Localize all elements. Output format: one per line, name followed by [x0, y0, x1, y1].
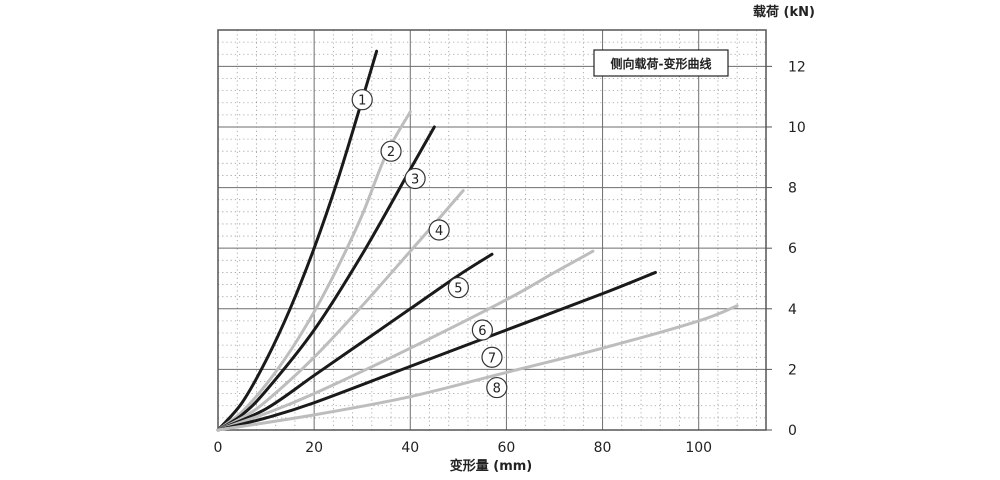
series-6-label-circle [471, 319, 493, 341]
x-axis-title: 变形量 (mm) [450, 458, 533, 474]
series-7-label-circle [481, 346, 503, 368]
y-tick-label: 0 [788, 423, 797, 439]
plot-frame [217, 29, 767, 431]
y-tick-label: 2 [788, 362, 797, 378]
y-axis-title: 载荷 (kN) [753, 4, 815, 20]
series-7-label: 7 [488, 351, 496, 366]
series-1-label-circle [351, 89, 373, 111]
chart-title: 侧向载荷-变形曲线 [611, 56, 712, 71]
series-7-line [216, 270, 657, 432]
x-tick-label: 80 [594, 440, 612, 456]
legend-frame [593, 49, 729, 77]
series-4-label: 4 [435, 224, 443, 239]
series-5-label-circle [447, 276, 469, 299]
x-tick-label: 100 [685, 440, 712, 456]
series-6-line [216, 249, 595, 432]
y-tick-label: 10 [788, 120, 806, 136]
curve-labels: 1 2 3 4 5 67 8 [351, 89, 508, 399]
series-5-line [216, 252, 494, 432]
series-2-line [216, 110, 412, 432]
series-5-label: 5 [454, 282, 462, 297]
y-tick-label: 4 [788, 302, 797, 318]
series-1-label: 1 [358, 94, 366, 109]
series-8-label: 8 [493, 382, 501, 397]
x-tick-label: 20 [305, 440, 323, 456]
series-3-line [216, 125, 436, 432]
legend-box: 侧向载荷-变形曲线 [593, 49, 729, 77]
series-2-label: 2 [387, 145, 395, 160]
y-tick-labels: 0 2 4 6 8 10 12 [788, 59, 806, 439]
x-tick-labels: 0 20 40 60 80 100 [214, 440, 713, 456]
series-4-label-circle [428, 219, 450, 241]
series-3-label: 3 [411, 172, 419, 187]
series-8-line [216, 304, 739, 432]
x-tick-label: 0 [214, 440, 223, 456]
series-2-label-circle [380, 140, 402, 162]
y-tick-label: 8 [788, 181, 797, 197]
y-tick-label: 6 [788, 241, 797, 257]
series-6-label: 6 [478, 324, 486, 339]
series-layer [216, 49, 739, 432]
x-tick-label: 60 [498, 440, 516, 456]
major-grid [218, 30, 772, 431]
y-tick-label: 12 [788, 59, 806, 75]
series-8-label-circle [486, 376, 508, 399]
x-tick-label: 40 [401, 440, 419, 456]
series-3-label-circle [404, 167, 426, 190]
